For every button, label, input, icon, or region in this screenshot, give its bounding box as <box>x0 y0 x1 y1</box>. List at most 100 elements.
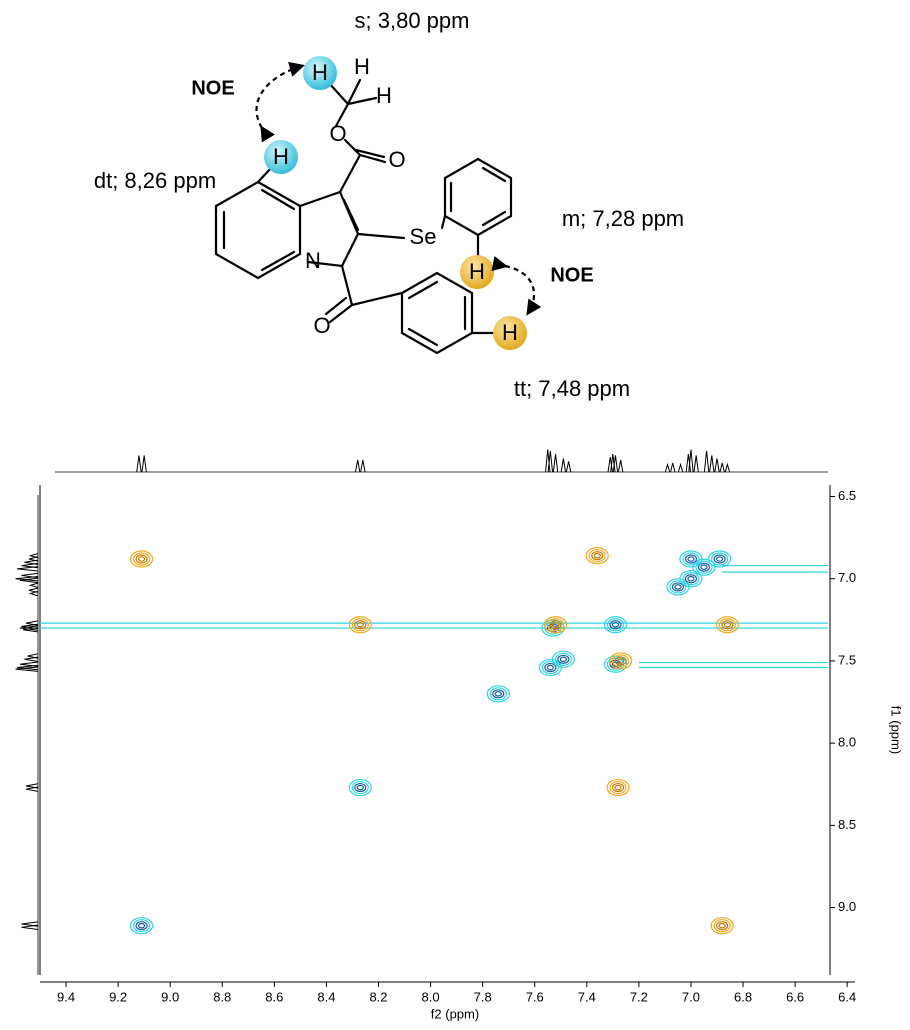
contour <box>611 782 625 793</box>
x-tick-label: 8.6 <box>265 989 283 1004</box>
cross-peak <box>609 652 633 670</box>
x-tick-label: 7.0 <box>682 989 700 1004</box>
annotation: dt; 8,26 ppm <box>94 168 216 193</box>
projection-peak <box>15 666 39 672</box>
cross-peak <box>348 778 372 797</box>
projection-peak <box>21 572 39 579</box>
cross-peak <box>585 547 609 565</box>
contour <box>606 778 630 797</box>
x-tick-label: 7.8 <box>474 989 492 1004</box>
contour <box>617 658 625 664</box>
x-tick-label: 7.6 <box>526 989 544 1004</box>
contour <box>546 664 554 671</box>
cross-peak <box>666 578 690 596</box>
cross-peak <box>708 550 732 568</box>
contour <box>585 547 609 565</box>
projection-peak <box>24 656 39 662</box>
y-tick-label: 6.5 <box>838 488 856 503</box>
atom: H <box>273 144 289 169</box>
contour <box>135 921 148 931</box>
projection-peak <box>560 458 567 473</box>
contour <box>671 582 685 592</box>
contour <box>135 554 148 564</box>
contour <box>684 554 698 564</box>
h-highlight <box>493 316 527 350</box>
contour <box>611 621 620 628</box>
cross-peak <box>543 616 568 634</box>
projection-peak <box>714 458 720 473</box>
contour <box>593 552 601 559</box>
cross-peak <box>606 778 630 797</box>
contour <box>551 621 560 628</box>
x-tick-label: 8.4 <box>317 989 335 1004</box>
contour <box>132 919 151 933</box>
contour <box>687 575 695 582</box>
cross-peak <box>538 658 562 677</box>
y-axis-label: f1 (ppm) <box>889 706 904 754</box>
atom: H <box>312 60 328 85</box>
cross-peak <box>129 917 154 935</box>
projection-peak <box>19 625 39 631</box>
contour <box>546 618 565 632</box>
contour <box>614 656 627 666</box>
atom: H <box>502 320 518 345</box>
contour <box>721 620 734 630</box>
contour <box>609 620 622 630</box>
projection-peak <box>19 577 39 584</box>
atom: H <box>354 54 370 79</box>
contour <box>716 556 724 562</box>
projection-peak <box>16 566 39 572</box>
projection-peak <box>693 455 699 473</box>
contour <box>549 620 562 630</box>
noe-arrow <box>255 61 305 143</box>
annotation: tt; 7,48 ppm <box>514 376 630 401</box>
x-axis-label: f2 (ppm) <box>431 1006 479 1021</box>
x-tick-label: 6.8 <box>734 989 752 1004</box>
contour <box>354 782 367 793</box>
contour <box>697 562 711 572</box>
contour <box>129 917 154 935</box>
projection-peak <box>677 462 684 473</box>
contour <box>682 552 700 566</box>
x-tick-label: 7.2 <box>630 989 648 1004</box>
contour <box>554 652 572 666</box>
projection-peak <box>719 462 725 473</box>
annotation: s; 3,80 ppm <box>355 8 470 33</box>
contour <box>541 619 565 637</box>
atom: N <box>305 248 321 273</box>
contour <box>614 784 622 791</box>
cross-peak <box>715 616 740 634</box>
projection-peak <box>670 462 676 473</box>
annotation: m; 7,28 ppm <box>562 206 684 231</box>
cross-peak <box>129 550 154 568</box>
x-tick-label: 6.4 <box>838 989 856 1004</box>
contour <box>606 618 625 632</box>
y-tick-label: 8.5 <box>838 817 856 832</box>
x-tick-label: 9.4 <box>57 989 75 1004</box>
cross-peak <box>348 616 372 634</box>
contour <box>718 922 726 929</box>
atom: Se <box>410 224 437 249</box>
h-highlight <box>303 56 337 90</box>
projection-peak <box>27 653 39 659</box>
y-tick-label: 8.0 <box>838 735 856 750</box>
contour <box>551 650 575 668</box>
h-highlight <box>264 140 298 174</box>
contour <box>684 574 698 584</box>
contour <box>348 778 372 797</box>
contour <box>351 780 369 795</box>
projection-peak <box>19 661 39 667</box>
projection-peak <box>547 450 554 473</box>
contour <box>541 660 559 675</box>
contour <box>132 552 151 566</box>
contour <box>494 691 502 697</box>
contour <box>603 616 628 634</box>
contour <box>137 556 146 562</box>
projection-peak <box>136 455 142 473</box>
projection-peak <box>354 459 361 473</box>
contour <box>356 784 364 791</box>
contour <box>695 560 713 574</box>
atom: O <box>388 147 405 172</box>
contour <box>710 917 734 935</box>
projection-peak <box>360 459 366 473</box>
